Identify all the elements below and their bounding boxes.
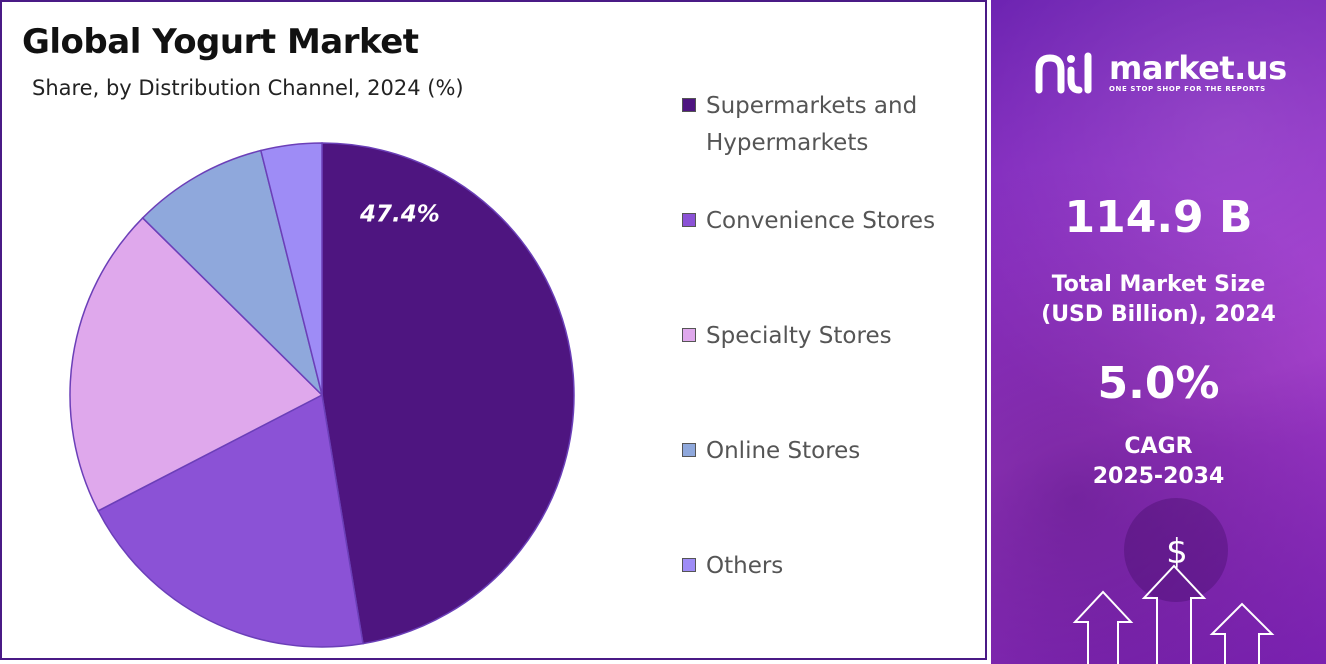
legend-item: Supermarkets and Hypermarkets: [682, 88, 961, 162]
pie-chart: 47.4%: [69, 142, 575, 648]
legend-item: Others: [682, 548, 961, 585]
pie-slice: [69, 216, 324, 512]
market-size-value: 114.9 B: [1064, 192, 1253, 243]
chart-title: Global Yogurt Market: [22, 22, 419, 62]
brand-name: market.us: [1109, 49, 1287, 87]
pie-slice: [321, 142, 575, 645]
chart-panel: Global Yogurt Market Share, by Distribut…: [0, 0, 987, 660]
legend-label: Others: [706, 553, 784, 579]
cagr-label: CAGR: [1124, 434, 1193, 459]
legend-swatch: [682, 328, 696, 342]
legend-item: Online Stores: [682, 433, 961, 470]
legend-label: Online Stores: [706, 438, 861, 464]
growth-decoration: $: [1072, 498, 1275, 664]
dollar-icon: $: [1166, 532, 1188, 572]
pie-slice: [97, 393, 364, 648]
summary-panel: market.us ONE STOP SHOP FOR THE REPORTS …: [991, 0, 1326, 664]
legend-swatch: [682, 213, 696, 227]
legend-swatch: [682, 443, 696, 457]
market-size-label: Total Market Size (USD Billion), 2024: [1041, 272, 1276, 327]
legend-label: Specialty Stores: [706, 323, 892, 349]
legend-swatch: [682, 558, 696, 572]
cagr-period: 2025-2034: [1092, 464, 1225, 489]
coin-shape: [1124, 498, 1228, 602]
cagr-value: 5.0%: [1097, 358, 1220, 409]
legend-item: Specialty Stores: [682, 318, 961, 355]
up-arrow-icon: [1072, 564, 1275, 664]
chart-subtitle: Share, by Distribution Channel, 2024 (%): [32, 76, 464, 100]
pie-slice: [141, 149, 324, 398]
background-photo-overlay: [991, 0, 1326, 664]
market-us-logo-icon: [1035, 52, 1092, 94]
brand-logo: market.us ONE STOP SHOP FOR THE REPORTS: [1033, 50, 1287, 94]
legend-swatch: [682, 98, 696, 112]
legend-item: Convenience Stores: [682, 203, 961, 240]
legend-label: Supermarkets and Hypermarkets: [706, 93, 918, 156]
brand-tagline: ONE STOP SHOP FOR THE REPORTS: [1109, 85, 1266, 93]
legend-label: Convenience Stores: [706, 208, 936, 234]
data-label: 47.4%: [359, 202, 440, 228]
pie-slice: [259, 142, 323, 396]
